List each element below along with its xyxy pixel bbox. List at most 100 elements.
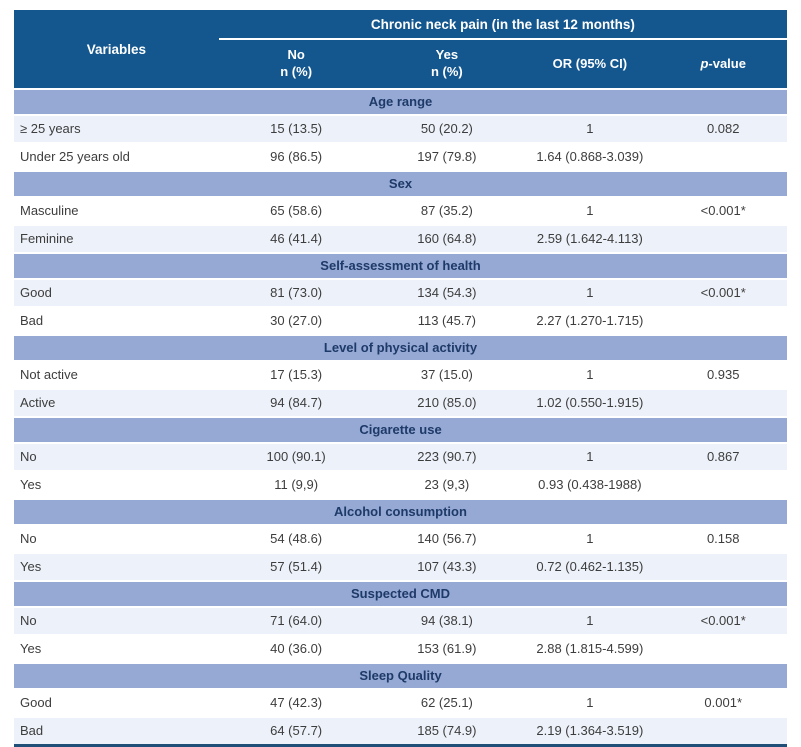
table-row: Yes 11 (9,9) 23 (9,3) 0.93 (0.438-1988) xyxy=(14,471,787,499)
section-title: Sleep Quality xyxy=(14,663,787,689)
yes-count-cell: 185 (74.9) xyxy=(373,717,521,746)
section-row: Sleep Quality xyxy=(14,663,787,689)
odds-ratio-cell: 1 xyxy=(520,607,660,635)
variable-cell: No xyxy=(14,443,219,471)
variable-cell: Active xyxy=(14,389,219,417)
or-column-header: OR (95% CI) xyxy=(520,39,660,89)
no-n-pct-label: n (%) xyxy=(280,64,313,79)
yes-count-cell: 210 (85.0) xyxy=(373,389,521,417)
odds-ratio-cell: 2.27 (1.270-1.715) xyxy=(520,307,660,335)
variable-cell: Masculine xyxy=(14,197,219,225)
variable-cell: Yes xyxy=(14,635,219,663)
section-row: Alcohol consumption xyxy=(14,499,787,525)
section-title: Age range xyxy=(14,89,787,115)
table-row: Under 25 years old 96 (86.5) 197 (79.8) 1.6… xyxy=(14,143,787,171)
section-row: Cigarette use xyxy=(14,417,787,443)
no-column-header: No n (%) xyxy=(218,39,374,89)
p-value-cell: 0.082 xyxy=(659,115,787,143)
table-row: Good 47 (42.3) 62 (25.1) 1 0.001* xyxy=(14,689,787,717)
no-count-cell: 65 (58.6) xyxy=(218,197,374,225)
yes-count-cell: 134 (54.3) xyxy=(373,279,521,307)
p-value-cell xyxy=(659,389,787,417)
table-row: Yes 57 (51.4) 107 (43.3) 0.72 (0.462-1.135) xyxy=(14,553,787,581)
variable-cell: Bad xyxy=(14,307,219,335)
section-row: Level of physical activity xyxy=(14,335,787,361)
table-row: Feminine 46 (41.4) 160 (64.8) 2.59 (1.642-4… xyxy=(14,225,787,253)
header-row-span: Variables Chronic neck pain (in the last… xyxy=(14,10,787,89)
no-count-cell: 47 (42.3) xyxy=(218,689,374,717)
section-row: Sex xyxy=(14,171,787,197)
p-value-cell: 0.935 xyxy=(659,361,787,389)
odds-ratio-cell: 1 xyxy=(520,197,660,225)
section-row: Self-assessment of health xyxy=(14,253,787,279)
yes-column-header: Yes n (%) xyxy=(373,39,521,89)
yes-n-pct-label: n (%) xyxy=(430,64,463,79)
no-count-cell: 100 (90.1) xyxy=(218,443,374,471)
p-value-column-header: p-value xyxy=(659,39,787,89)
no-count-cell: 11 (9,9) xyxy=(218,471,374,499)
yes-count-cell: 87 (35.2) xyxy=(373,197,521,225)
odds-ratio-cell: 1 xyxy=(520,525,660,553)
variable-cell: No xyxy=(14,607,219,635)
section-title: Self-assessment of health xyxy=(14,253,787,279)
p-value-cell xyxy=(659,225,787,253)
yes-count-cell: 223 (90.7) xyxy=(373,443,521,471)
yes-count-cell: 197 (79.8) xyxy=(373,143,521,171)
variable-cell: Bad xyxy=(14,717,219,746)
no-count-cell: 54 (48.6) xyxy=(218,525,374,553)
p-value-cell xyxy=(659,307,787,335)
variable-cell: Good xyxy=(14,279,219,307)
yes-count-cell: 153 (61.9) xyxy=(373,635,521,663)
table-row: Yes 40 (36.0) 153 (61.9) 2.88 (1.815-4.599) xyxy=(14,635,787,663)
table-row: No 54 (48.6) 140 (56.7) 1 0.158 xyxy=(14,525,787,553)
p-value-cell: 0.001* xyxy=(659,689,787,717)
p-value-cell xyxy=(659,143,787,171)
table-body: Age range ≥ 25 years 15 (13.5) 50 (20.2) 1 0.… xyxy=(14,89,787,746)
p-value-cell: 0.158 xyxy=(659,525,787,553)
no-count-cell: 40 (36.0) xyxy=(218,635,374,663)
odds-ratio-cell: 2.59 (1.642-4.113) xyxy=(520,225,660,253)
odds-ratio-cell: 1 xyxy=(520,689,660,717)
p-italic: p xyxy=(700,55,709,71)
table-row: No 100 (90.1) 223 (90.7) 1 0.867 xyxy=(14,443,787,471)
p-value-cell xyxy=(659,553,787,581)
table-row: Bad 30 (27.0) 113 (45.7) 2.27 (1.270-1.715) xyxy=(14,307,787,335)
no-count-cell: 57 (51.4) xyxy=(218,553,374,581)
yes-count-cell: 113 (45.7) xyxy=(373,307,521,335)
no-count-cell: 94 (84.7) xyxy=(218,389,374,417)
p-value-cell: <0.001* xyxy=(659,197,787,225)
odds-ratio-cell: 1.02 (0.550-1.915) xyxy=(520,389,660,417)
yes-count-cell: 107 (43.3) xyxy=(373,553,521,581)
table-row: Good 81 (73.0) 134 (54.3) 1 <0.001* xyxy=(14,279,787,307)
yes-count-cell: 37 (15.0) xyxy=(373,361,521,389)
section-row: Age range xyxy=(14,89,787,115)
header-row-columns: No n (%) Yes n (%) OR (95% CI) p-value xyxy=(14,39,787,89)
p-value-cell xyxy=(659,635,787,663)
p-value-cell xyxy=(659,717,787,746)
p-rest: -value xyxy=(708,55,746,71)
variable-cell: No xyxy=(14,525,219,553)
odds-ratio-cell: 1 xyxy=(520,115,660,143)
odds-ratio-cell: 1 xyxy=(520,279,660,307)
yes-count-cell: 62 (25.1) xyxy=(373,689,521,717)
no-count-cell: 46 (41.4) xyxy=(218,225,374,253)
no-count-cell: 64 (57.7) xyxy=(218,717,374,746)
odds-ratio-cell: 1 xyxy=(520,443,660,471)
section-row: Suspected CMD xyxy=(14,581,787,607)
section-title: Cigarette use xyxy=(14,417,787,443)
p-value-cell: 0.867 xyxy=(659,443,787,471)
no-count-cell: 96 (86.5) xyxy=(218,143,374,171)
table-row: No 71 (64.0) 94 (38.1) 1 <0.001* xyxy=(14,607,787,635)
variable-cell: Yes xyxy=(14,471,219,499)
variable-cell: Yes xyxy=(14,553,219,581)
odds-ratio-cell: 2.19 (1.364-3.519) xyxy=(520,717,660,746)
p-value-cell xyxy=(659,471,787,499)
odds-ratio-cell: 0.93 (0.438-1988) xyxy=(520,471,660,499)
variable-cell: ≥ 25 years xyxy=(14,115,219,143)
odds-ratio-cell: 2.88 (1.815-4.599) xyxy=(520,635,660,663)
table-row: Active 94 (84.7) 210 (85.0) 1.02 (0.550-1.9… xyxy=(14,389,787,417)
variable-cell: Good xyxy=(14,689,219,717)
p-value-cell: <0.001* xyxy=(659,607,787,635)
table-row: Masculine 65 (58.6) 87 (35.2) 1 <0.001* xyxy=(14,197,787,225)
